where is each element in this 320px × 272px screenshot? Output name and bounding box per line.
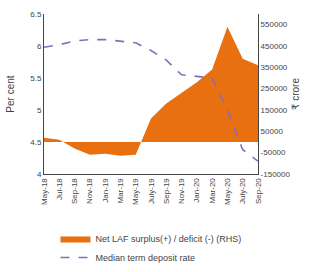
svg-text:Sep-19: Sep-19: [162, 178, 171, 204]
svg-text:July-20: July-20: [238, 178, 247, 204]
svg-text:5.5: 5.5: [30, 74, 42, 83]
svg-text:-150000: -150000: [261, 170, 291, 179]
svg-text:6: 6: [37, 42, 42, 51]
svg-text:5: 5: [37, 106, 42, 115]
svg-text:Nov-19: Nov-19: [177, 178, 186, 204]
svg-text:July-19: July-19: [147, 178, 156, 204]
svg-text:4: 4: [37, 170, 42, 179]
svg-text:250000: 250000: [261, 84, 288, 93]
svg-text:₹ crore: ₹ crore: [290, 78, 301, 110]
svg-text:Net LAF surplus(+) / deficit (: Net LAF surplus(+) / deficit (-) (RHS): [96, 234, 242, 244]
svg-text:550000: 550000: [261, 20, 288, 29]
svg-text:4.5: 4.5: [30, 138, 42, 147]
svg-text:Sep-20: Sep-20: [254, 178, 263, 204]
svg-text:May-19: May-19: [131, 178, 140, 205]
svg-text:Nov-18: Nov-18: [85, 178, 94, 204]
svg-text:Jul-18: Jul-18: [55, 178, 64, 200]
svg-text:Median term deposit rate: Median term deposit rate: [96, 253, 196, 263]
svg-text:Mar-19: Mar-19: [116, 178, 125, 204]
svg-text:450000: 450000: [261, 42, 288, 51]
svg-text:Sep-18: Sep-18: [70, 178, 79, 204]
svg-text:May-20: May-20: [223, 178, 232, 205]
svg-text:Jan-19: Jan-19: [101, 178, 110, 203]
svg-text:150000: 150000: [261, 106, 288, 115]
svg-text:6.5: 6.5: [30, 10, 42, 19]
svg-text:50000: 50000: [261, 127, 284, 136]
svg-text:Jan-20: Jan-20: [192, 178, 201, 203]
svg-text:Per cent: Per cent: [5, 75, 16, 112]
svg-text:Mar-20: Mar-20: [208, 178, 217, 204]
svg-text:350000: 350000: [261, 63, 288, 72]
svg-text:-50000: -50000: [261, 148, 286, 157]
svg-text:May-18: May-18: [40, 178, 49, 205]
